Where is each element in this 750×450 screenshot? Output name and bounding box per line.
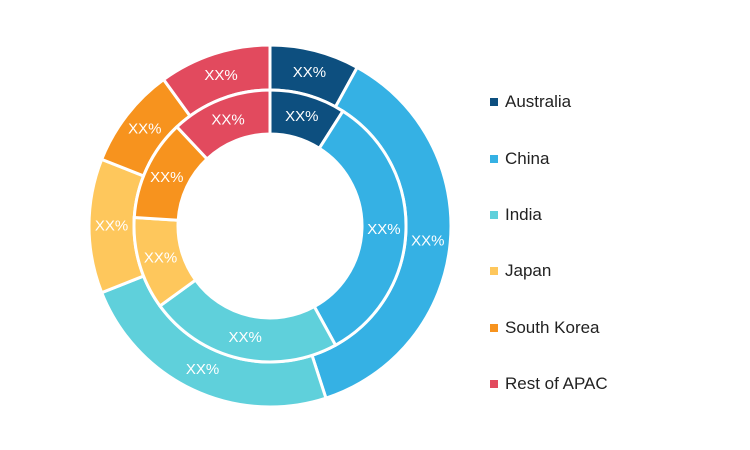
legend-item-india[interactable]: India <box>490 187 608 243</box>
inner-ring <box>132 88 408 364</box>
legend-item-japan[interactable]: Japan <box>490 243 608 299</box>
inner-label-india: XX% <box>228 329 261 346</box>
slice-labels: XX% XX% XX% XX% XX% XX% XX% XX% XX% XX% XX% XX% <box>95 64 445 378</box>
inner-slice-rest-of-apac[interactable] <box>174 88 272 162</box>
outer-label-australia: XX% <box>293 64 326 81</box>
legend-item-australia[interactable]: Australia <box>490 74 608 130</box>
legend-item-south-korea[interactable]: South Korea <box>490 300 608 356</box>
outer-label-rest-of-apac: XX% <box>204 67 237 84</box>
inner-label-south-korea: XX% <box>150 169 183 186</box>
legend-item-rest-of-apac[interactable]: Rest of APAC <box>490 356 608 412</box>
legend-label: China <box>505 148 550 168</box>
legend-label: Rest of APAC <box>505 374 608 394</box>
legend-swatch <box>490 323 498 332</box>
legend-swatch <box>490 210 498 219</box>
inner-label-japan: XX% <box>144 249 177 266</box>
inner-slice-china[interactable] <box>312 109 408 348</box>
legend-item-china[interactable]: China <box>490 130 608 186</box>
inner-label-china: XX% <box>367 221 400 238</box>
legend-swatch <box>490 267 498 276</box>
outer-label-japan: XX% <box>95 218 128 235</box>
outer-label-south-korea: XX% <box>128 120 161 137</box>
legend-label: Japan <box>505 261 552 281</box>
legend-label: Australia <box>505 92 572 112</box>
legend-swatch <box>490 380 498 389</box>
inner-label-rest-of-apac: XX% <box>211 112 244 129</box>
legend-swatch <box>490 154 498 163</box>
legend-label: India <box>505 204 542 224</box>
chart-legend: Australia China India Japan South Korea … <box>490 74 608 412</box>
outer-label-china: XX% <box>411 232 444 249</box>
inner-label-australia: XX% <box>285 108 318 125</box>
legend-swatch <box>490 98 498 107</box>
legend-label: South Korea <box>505 317 600 337</box>
outer-label-india: XX% <box>186 361 219 378</box>
